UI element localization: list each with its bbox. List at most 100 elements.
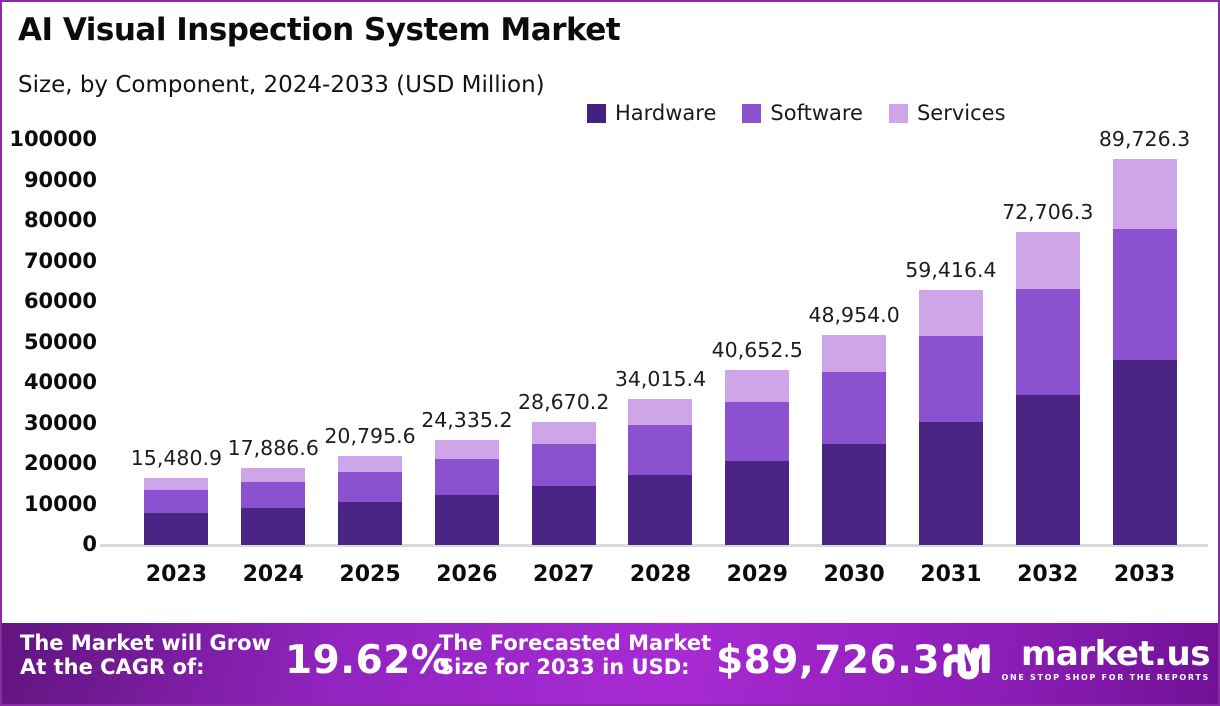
bar-segment-software — [531, 443, 596, 486]
x-axis-label: 2031 — [920, 562, 982, 587]
bar-total-label: 48,954.0 — [808, 302, 900, 327]
x-axis-label: 2024 — [242, 562, 304, 587]
legend-swatch-icon — [888, 103, 908, 123]
bar-group-2031: 59,416.4 2031 — [903, 2, 1000, 627]
chart-legend: Hardware Software Services — [587, 101, 1006, 125]
bar-segment-hardware — [434, 494, 499, 545]
bar-total-label: 28,670.2 — [518, 389, 610, 414]
x-axis-label: 2033 — [1113, 562, 1176, 587]
bar-group-2028: 34,015.4 2028 — [612, 2, 709, 627]
cagr-label-line1: The Market will Grow — [20, 631, 271, 655]
stacked-bar — [531, 421, 596, 545]
cagr-label: The Market will Grow At the CAGR of: — [20, 631, 271, 679]
bar-segment-software — [1112, 228, 1177, 360]
brand-tagline: ONE STOP SHOP FOR THE REPORTS — [1001, 673, 1210, 682]
bar-segment-hardware — [531, 485, 596, 545]
x-axis-label: 2026 — [436, 562, 498, 587]
x-axis-label: 2029 — [726, 562, 788, 587]
bar-total-label: 15,480.9 — [130, 446, 223, 471]
bar-total-label: 59,416.4 — [905, 257, 997, 282]
bar-segment-services — [725, 370, 790, 402]
y-axis-tick-label: 40000 — [23, 370, 97, 394]
page-title: AI Visual Inspection System Market — [18, 12, 621, 48]
bar-total-label: 89,726.3 — [1098, 127, 1191, 152]
x-axis-label: 2030 — [823, 562, 885, 587]
bar-segment-hardware — [338, 502, 403, 545]
bar-segment-hardware — [1112, 359, 1177, 545]
stacked-bar — [144, 478, 209, 545]
legend-label: Hardware — [615, 101, 717, 125]
y-axis-tick-label: 80000 — [23, 208, 97, 232]
bar-group-2025: 20,795.6 2025 — [322, 2, 419, 627]
y-axis-tick-label: 0 — [82, 532, 97, 556]
forecast-label: The Forecasted Market Size for 2033 in U… — [439, 631, 711, 679]
bar-segment-software — [241, 481, 306, 509]
y-axis-tick-label: 30000 — [23, 410, 97, 435]
bar-segment-software — [434, 459, 499, 495]
y-axis-tick-label: 50000 — [23, 329, 97, 354]
x-axis-label: 2023 — [145, 562, 208, 587]
bar-segment-services — [531, 421, 596, 444]
y-axis-tick-label: 100000 — [9, 127, 97, 151]
bar-segment-software — [1015, 288, 1080, 395]
bar-segment-services — [338, 455, 403, 472]
x-axis-label: 2025 — [339, 562, 401, 587]
y-axis-tick-label: 10000 — [23, 491, 97, 516]
bar-group-2027: 28,670.2 2027 — [515, 2, 612, 627]
bar-segment-software — [144, 490, 209, 514]
legend-label: Services — [916, 101, 1006, 125]
bar-total-label: 20,795.6 — [324, 423, 416, 448]
bar-group-2030: 48,954.0 2030 — [806, 2, 903, 627]
bar-segment-services — [918, 289, 983, 336]
bar-segment-software — [822, 372, 887, 444]
bar-group-2033: 89,726.3 2033 — [1096, 2, 1193, 627]
marketus-logo-icon — [943, 643, 991, 680]
bar-chart: 15,480.9 2023 17,886.6 2024 20,795.6 2025 24,3… — [128, 2, 1193, 627]
bar-segment-software — [918, 335, 983, 423]
x-axis-label: 2032 — [1017, 562, 1079, 587]
bar-segment-services — [144, 478, 209, 491]
stacked-bar — [822, 334, 887, 545]
bar-group-2032: 72,706.3 2032 — [999, 2, 1096, 627]
bar-segment-services — [1112, 159, 1177, 229]
bar-group-2023: 15,480.9 2023 — [128, 2, 225, 627]
legend-item-software: Software — [742, 101, 863, 125]
chart-subtitle: Size, by Component, 2024-2033 (USD Milli… — [18, 72, 545, 98]
bar-segment-hardware — [725, 461, 790, 545]
stacked-bar — [918, 289, 983, 545]
bar-segment-software — [628, 425, 693, 475]
bar-total-label: 17,886.6 — [227, 436, 319, 461]
y-axis-tick-label: 20000 — [23, 451, 97, 475]
bar-segment-hardware — [1015, 394, 1080, 545]
bar-total-label: 72,706.3 — [1002, 200, 1094, 225]
bar-segment-software — [338, 471, 403, 503]
legend-swatch-icon — [742, 103, 762, 123]
y-axis-tick-label: 70000 — [23, 248, 97, 273]
cagr-label-line2: At the CAGR of: — [20, 655, 205, 679]
stacked-bar — [1112, 159, 1177, 545]
bar-segment-services — [1015, 232, 1080, 289]
bar-group-2029: 40,652.5 2029 — [709, 2, 806, 627]
x-axis-label: 2027 — [533, 562, 595, 587]
brand-name: market.us — [1020, 634, 1211, 674]
bar-segment-services — [241, 468, 306, 482]
legend-item-hardware: Hardware — [587, 101, 716, 125]
bar-segment-hardware — [144, 513, 209, 545]
bar-segment-services — [822, 334, 887, 373]
bar-segment-services — [628, 398, 693, 426]
brand-block: market.us ONE STOP SHOP FOR THE REPORTS — [941, 634, 1211, 684]
legend-label: Software — [770, 101, 863, 125]
stacked-bar — [628, 398, 693, 545]
y-axis-tick-label: 90000 — [23, 167, 97, 192]
bar-group-2026: 24,335.2 2026 — [418, 2, 515, 627]
bar-segment-software — [725, 401, 790, 462]
footer-banner: The Market will Grow At the CAGR of: 19.… — [2, 623, 1218, 704]
stacked-bar — [241, 468, 306, 545]
bar-total-label: 34,015.4 — [614, 366, 707, 391]
forecast-label-line1: The Forecasted Market — [439, 631, 712, 655]
stacked-bar — [725, 370, 790, 545]
cagr-value: 19.62% — [285, 638, 451, 683]
bar-group-2024: 17,886.6 2024 — [225, 2, 322, 627]
legend-swatch-icon — [587, 103, 606, 123]
